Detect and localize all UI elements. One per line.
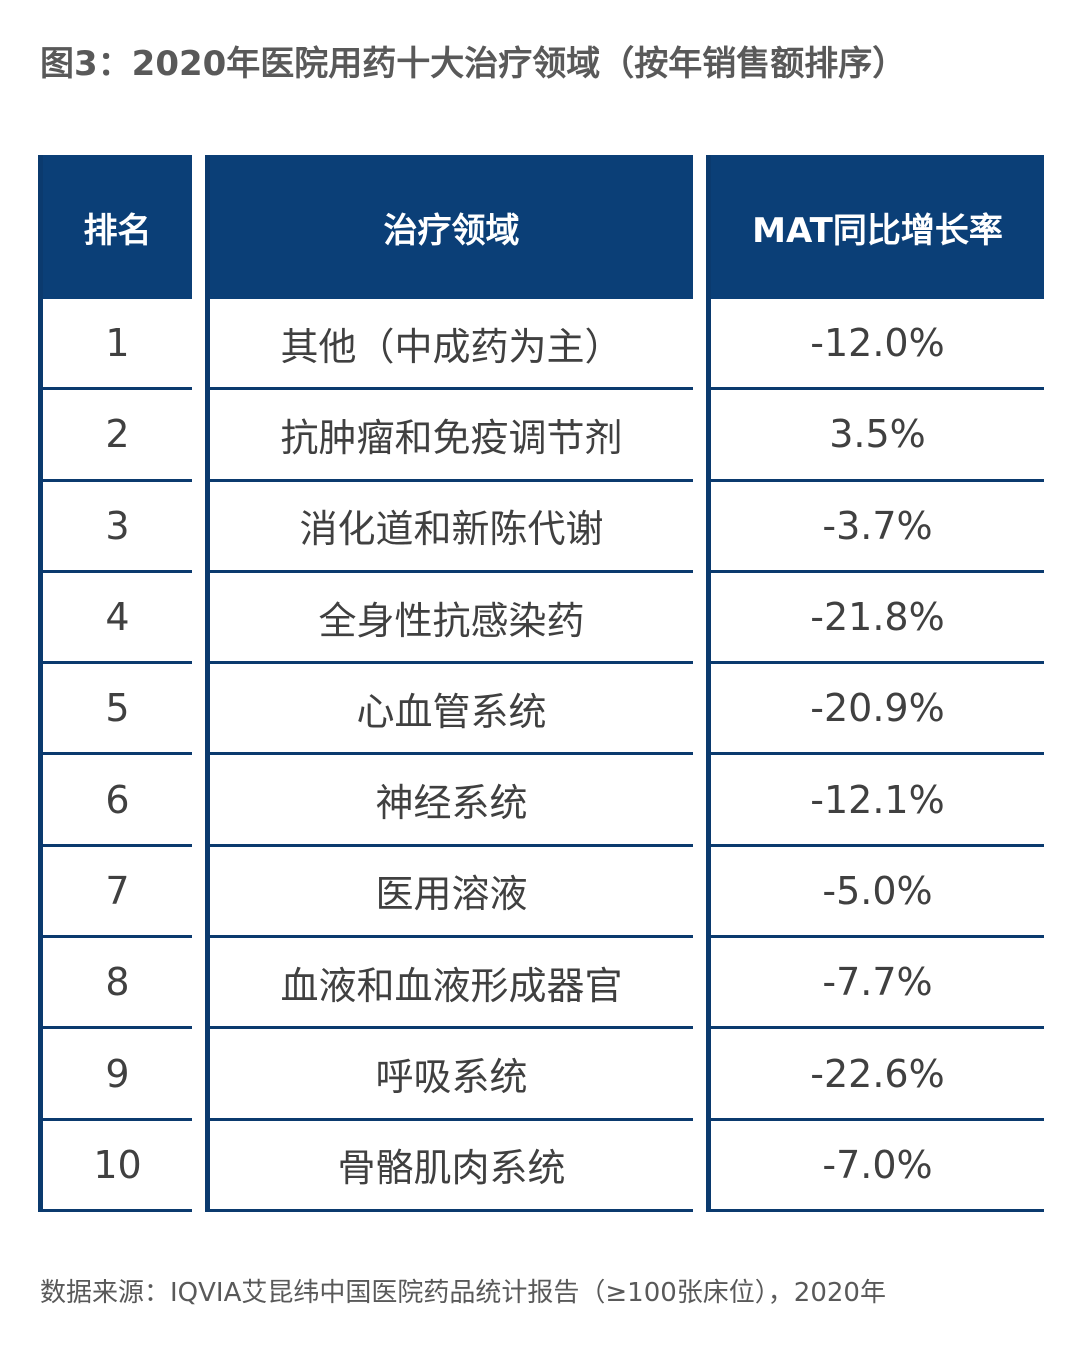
area-cell: 全身性抗感染药 <box>210 573 693 665</box>
chart-title: 图3：2020年医院用药十大治疗领域（按年销售额排序） <box>40 44 907 84</box>
rank-cell: 7 <box>43 847 192 939</box>
rate-cell: -21.8% <box>711 573 1044 665</box>
rank-cell: 3 <box>43 482 192 573</box>
rate-column: MAT同比增长率 -12.0% 3.5% -3.7% -21.8% -20.9% -12.… <box>706 155 1044 1212</box>
area-header: 治疗领域 <box>210 155 693 299</box>
rank-cell: 5 <box>43 664 192 756</box>
rate-cell: -12.1% <box>711 755 1044 847</box>
rate-header: MAT同比增长率 <box>711 155 1044 299</box>
area-cell: 抗肿瘤和免疫调节剂 <box>210 390 693 482</box>
rank-cell: 9 <box>43 1029 192 1121</box>
rank-column: 排名 1 2 3 4 5 6 7 8 9 10 <box>38 155 192 1212</box>
rank-cell: 4 <box>43 573 192 665</box>
area-cell: 呼吸系统 <box>210 1029 693 1121</box>
rank-header: 排名 <box>43 155 192 299</box>
rate-cell: -12.0% <box>711 299 1044 391</box>
rate-cell: -7.7% <box>711 938 1044 1030</box>
area-cell: 心血管系统 <box>210 664 693 756</box>
rate-cell: -5.0% <box>711 847 1044 939</box>
source-note: 数据来源：IQVIA艾昆纬中国医院药品统计报告（≥100张床位），2020年 <box>40 1278 886 1308</box>
rank-cell: 8 <box>43 938 192 1030</box>
rate-cell: -3.7% <box>711 482 1044 573</box>
rate-cell: 3.5% <box>711 390 1044 482</box>
rate-cell: -7.0% <box>711 1121 1044 1212</box>
rank-cell: 1 <box>43 299 192 391</box>
area-cell: 神经系统 <box>210 755 693 847</box>
rank-cell: 2 <box>43 390 192 482</box>
rank-cell: 6 <box>43 755 192 847</box>
rate-cell: -22.6% <box>711 1029 1044 1121</box>
area-cell: 消化道和新陈代谢 <box>210 482 693 573</box>
area-cell: 血液和血液形成器官 <box>210 938 693 1030</box>
rate-cell: -20.9% <box>711 664 1044 756</box>
rank-cell: 10 <box>43 1121 192 1212</box>
area-column: 治疗领域 其他（中成药为主） 抗肿瘤和免疫调节剂 消化道和新陈代谢 全身性抗感染药 心血… <box>205 155 693 1212</box>
area-cell: 骨骼肌肉系统 <box>210 1121 693 1212</box>
area-cell: 医用溶液 <box>210 847 693 939</box>
area-cell: 其他（中成药为主） <box>210 299 693 391</box>
